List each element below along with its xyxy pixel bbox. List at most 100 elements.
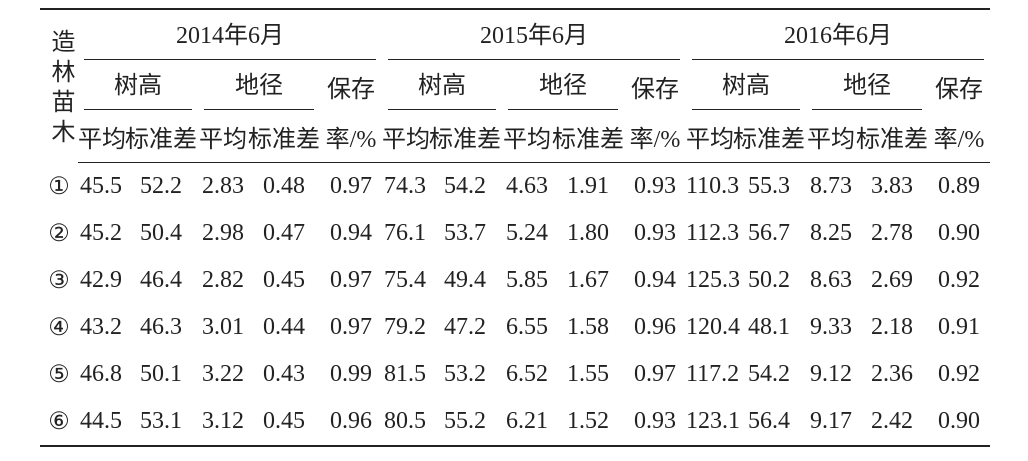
cell: 2.98 xyxy=(202,220,244,246)
cell: 0.92 xyxy=(938,361,980,387)
cell: 1.58 xyxy=(567,314,609,340)
cell: 0.97 xyxy=(330,314,372,340)
cell: 0.94 xyxy=(330,220,372,246)
cell: 0.43 xyxy=(263,361,305,387)
cell: 55.2 xyxy=(444,408,486,434)
cell: 8.73 xyxy=(810,173,852,199)
cell: 0.97 xyxy=(330,267,372,293)
cell: 81.5 xyxy=(384,361,426,387)
corner-label: 造林苗木 xyxy=(47,29,73,150)
stat-label: 标准差 xyxy=(428,110,502,163)
group-cell: 树高 xyxy=(686,62,806,110)
cell: 80.5 xyxy=(384,408,426,434)
year-cell: 2014年6月 xyxy=(78,9,382,62)
stat-label: 标准差 xyxy=(552,110,624,163)
row-label: ⑤ xyxy=(48,362,70,388)
data-table: 造林苗木 2014年6月 2015年6月 2016年6月 树高 地径 保存 树高 地径 保存 树高地… xyxy=(40,8,990,447)
cell: 76.1 xyxy=(384,220,426,246)
group-label: 树高 xyxy=(84,63,192,110)
cell: 50.4 xyxy=(140,220,182,246)
cell: 125.3 xyxy=(686,267,740,293)
data-row: ③ 42.9 46.4 2.82 0.45 0.97 75.4 49.4 5.85 1.67 0.9… xyxy=(40,257,990,304)
cell: 46.4 xyxy=(140,267,182,293)
cell: 44.5 xyxy=(80,408,122,434)
cell: 3.22 xyxy=(202,361,244,387)
cell: 55.3 xyxy=(748,173,790,199)
data-row: ⑤ 46.8 50.1 3.22 0.43 0.99 81.5 53.2 6.52 1.55 0.9… xyxy=(40,351,990,398)
row-label: ① xyxy=(48,173,70,200)
cell: 56.7 xyxy=(748,220,790,246)
cell: 0.91 xyxy=(938,314,980,340)
data-row: ② 45.2 50.4 2.98 0.47 0.94 76.1 53.7 5.24 1.80 0.9… xyxy=(40,210,990,257)
cell: 0.93 xyxy=(634,173,676,199)
stat-label: 平均 xyxy=(198,110,248,163)
cell: 1.52 xyxy=(567,408,609,434)
row-label: ② xyxy=(48,221,70,247)
group-label: 地径 xyxy=(508,63,618,110)
cell: 5.24 xyxy=(506,220,548,246)
cell: 110.3 xyxy=(686,173,740,199)
stat-label: 平均 xyxy=(382,110,430,163)
cell: 2.18 xyxy=(871,314,913,340)
cell: 2.82 xyxy=(202,267,244,293)
cell: 4.63 xyxy=(506,173,548,199)
data-row: ⑥ 44.5 53.1 3.12 0.45 0.96 80.5 55.2 6.21 1.52 0.9… xyxy=(40,398,990,446)
cell: 45.5 xyxy=(80,173,122,199)
cell: 5.85 xyxy=(506,267,548,293)
cell: 9.12 xyxy=(810,361,852,387)
cell: 0.93 xyxy=(634,408,676,434)
year-cell: 2016年6月 xyxy=(686,9,990,62)
cell: 1.67 xyxy=(567,267,609,293)
cell: 1.55 xyxy=(567,361,609,387)
cell: 52.2 xyxy=(140,173,182,199)
stat-label: 标准差 xyxy=(732,110,806,163)
cell: 74.3 xyxy=(384,173,426,199)
group-label: 地径 xyxy=(204,63,314,110)
row-label: ⑥ xyxy=(48,409,70,435)
cell: 54.2 xyxy=(444,173,486,199)
stat-label: 标准差 xyxy=(124,110,198,163)
cell: 123.1 xyxy=(686,408,740,434)
group-label: 树高 xyxy=(388,63,496,110)
cell: 3.12 xyxy=(202,408,244,434)
stat-label: 平均 xyxy=(78,110,126,163)
group-cell: 地径 xyxy=(806,62,928,110)
stat-label: 标准差 xyxy=(856,110,928,163)
header-row: 造林苗木 2014年6月 2015年6月 2016年6月 xyxy=(40,9,990,149)
cell: 6.21 xyxy=(506,408,548,434)
cell: 53.2 xyxy=(444,361,486,387)
group-label: 树高 xyxy=(692,63,800,110)
cell: 6.55 xyxy=(506,314,548,340)
survival-label: 保存 xyxy=(935,76,983,103)
survival-unit: 率/% xyxy=(320,110,382,163)
cell: 0.97 xyxy=(634,361,676,387)
cell: 42.9 xyxy=(80,267,122,293)
survival-unit: 率/% xyxy=(928,110,990,163)
cell: 112.3 xyxy=(686,220,740,246)
cell: 47.2 xyxy=(444,314,486,340)
year-label: 2014年6月 xyxy=(84,13,376,60)
row-label: ④ xyxy=(48,315,70,341)
cell: 0.97 xyxy=(330,173,372,199)
cell: 2.83 xyxy=(202,173,244,199)
stat-label: 平均 xyxy=(686,110,734,163)
cell: 79.2 xyxy=(384,314,426,340)
cell: 48.1 xyxy=(748,314,790,340)
cell: 56.4 xyxy=(748,408,790,434)
cell: 3.01 xyxy=(202,314,244,340)
cell: 0.44 xyxy=(263,314,305,340)
cell: 0.47 xyxy=(263,220,305,246)
cell: 3.83 xyxy=(871,173,913,199)
cell: 0.93 xyxy=(634,220,676,246)
cell: 9.33 xyxy=(810,314,852,340)
cell: 2.42 xyxy=(871,408,913,434)
cell: 0.45 xyxy=(263,267,305,293)
stat-label: 平均 xyxy=(806,110,856,163)
header-row: 平均 标准差 平均 标准差 率/% 平均 标准差 平均 标准差 率/% 平均 标准差 平均 标准差 率/% xyxy=(40,110,990,163)
cell: 53.1 xyxy=(140,408,182,434)
cell: 54.2 xyxy=(748,361,790,387)
cell: 0.90 xyxy=(938,408,980,434)
cell: 50.1 xyxy=(140,361,182,387)
survival-unit: 率/% xyxy=(624,110,686,163)
